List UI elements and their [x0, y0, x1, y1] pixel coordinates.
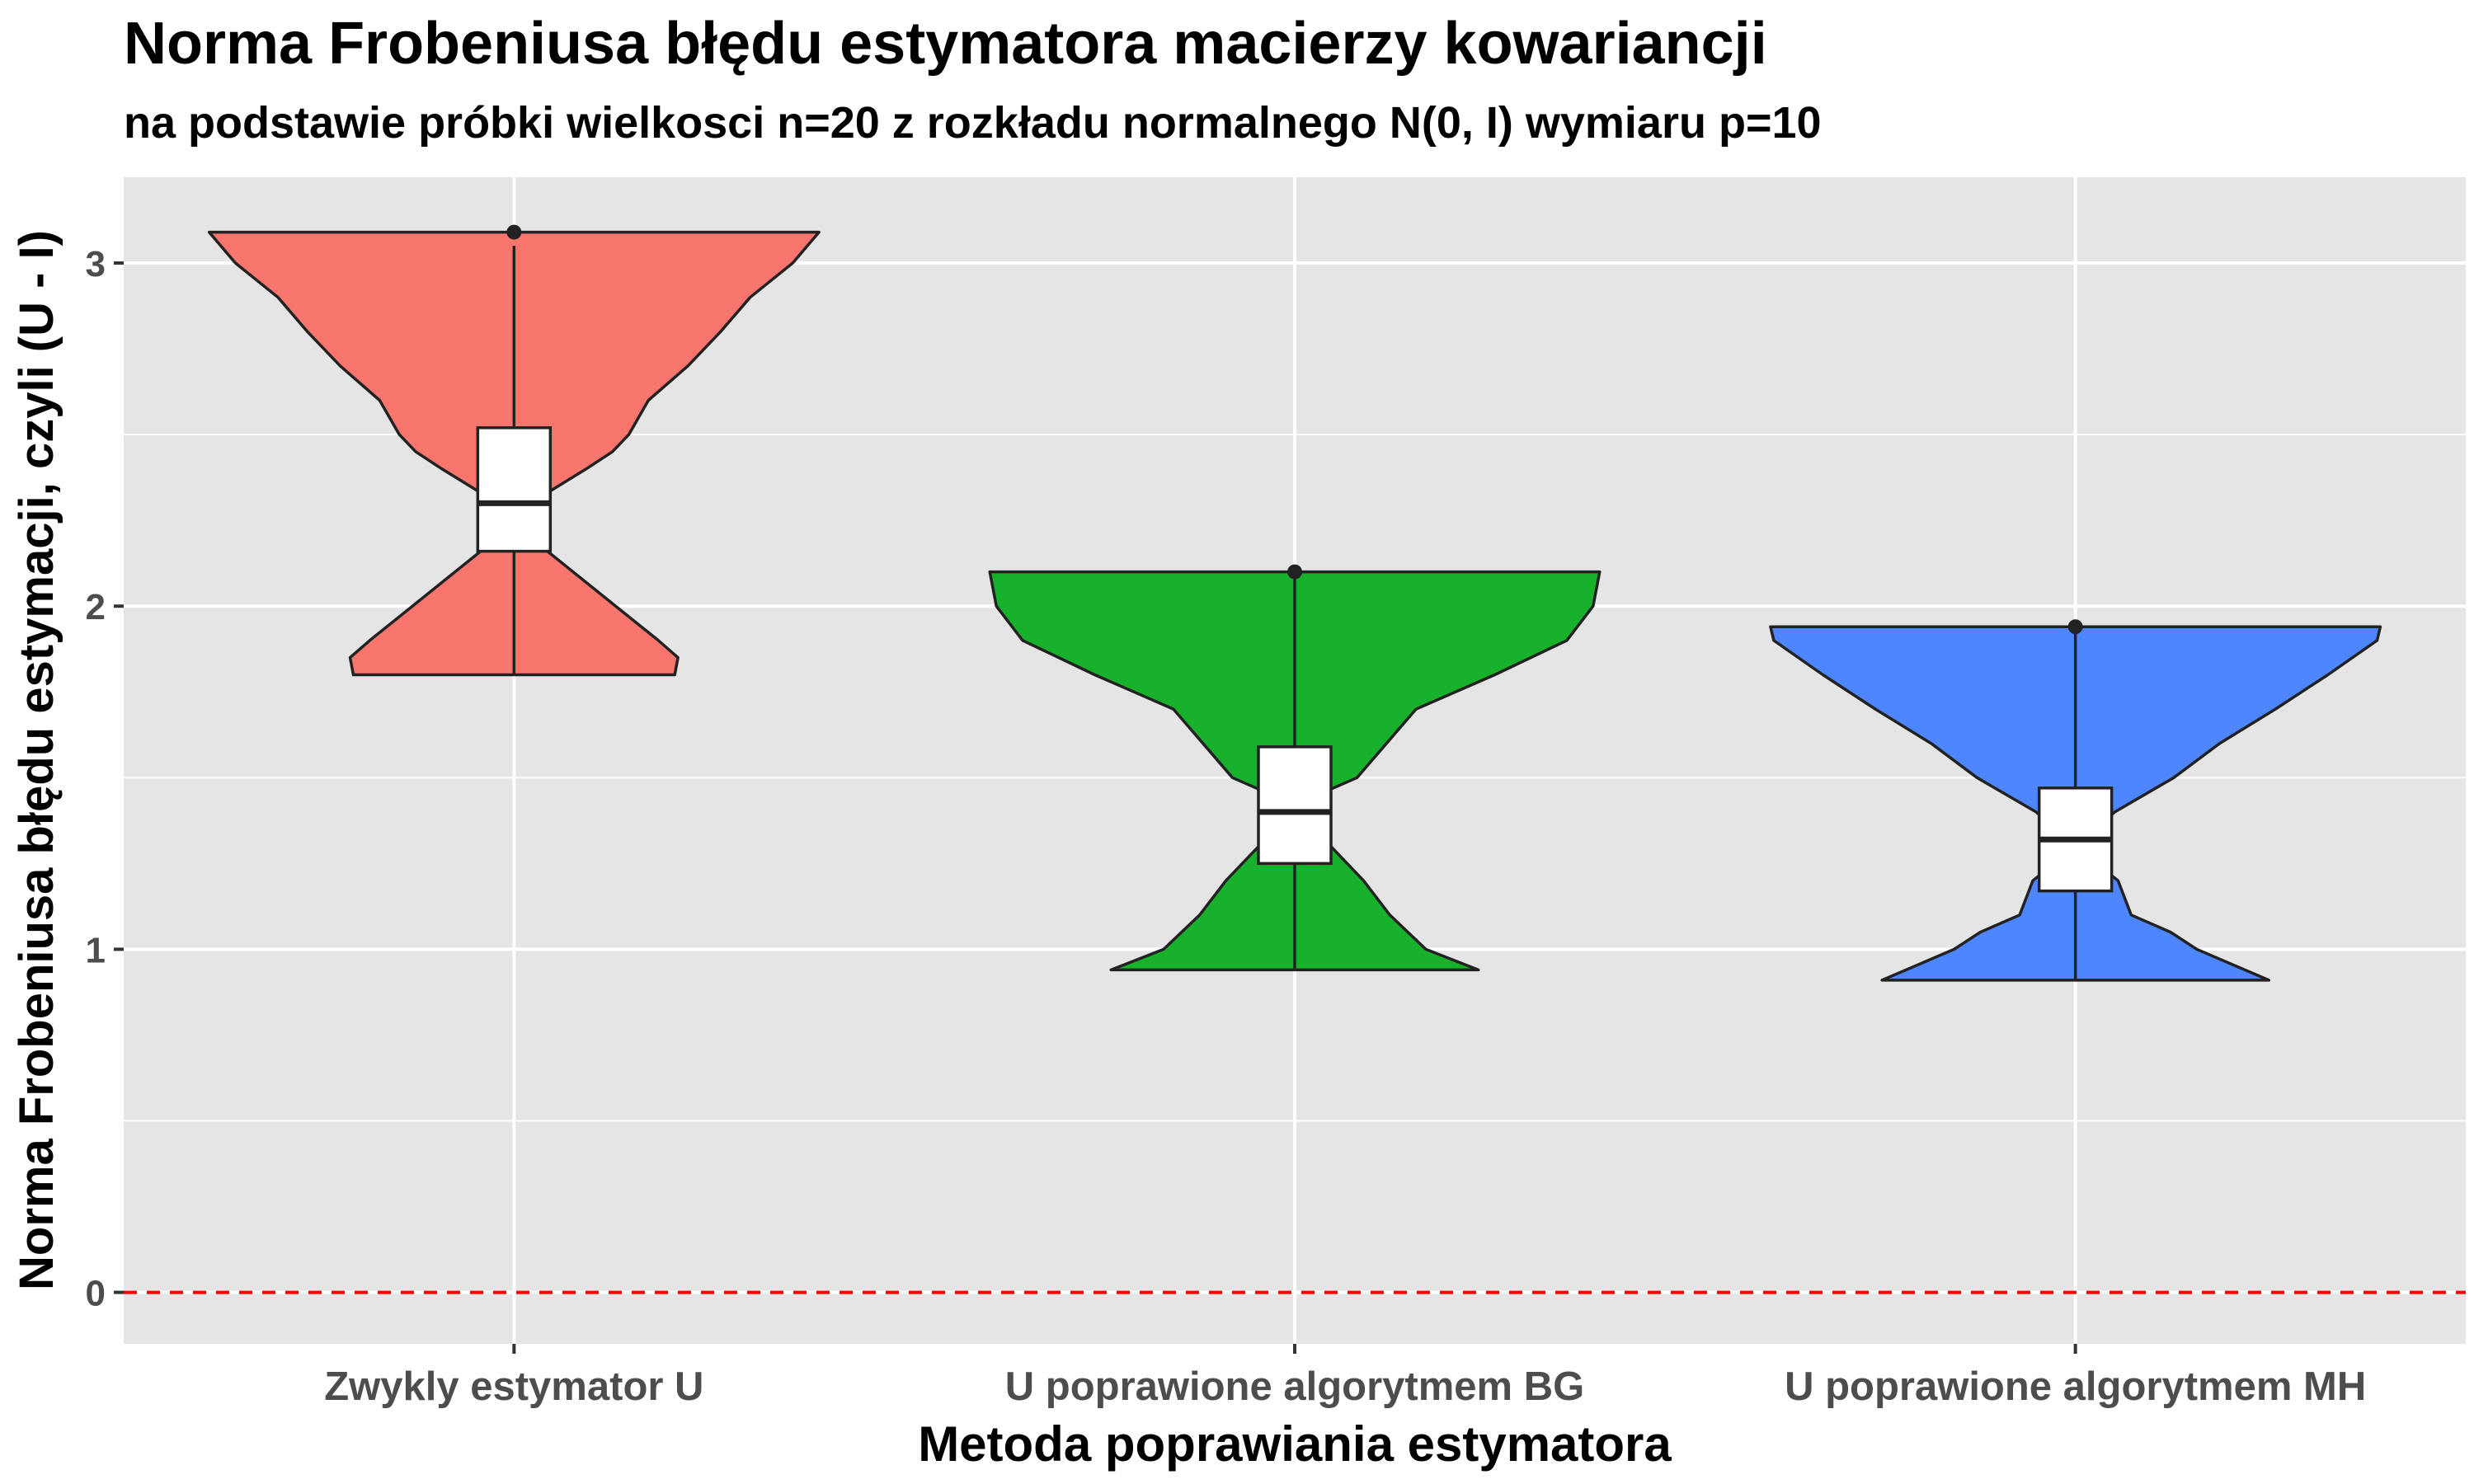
- x-tick-label: U poprawione algorytmem BG: [1005, 1364, 1584, 1409]
- outlier-point: [506, 224, 522, 240]
- y-tick-label: 1: [86, 930, 106, 970]
- y-axis-title: Norma Frobeniusa błędu estymacji, czyli …: [10, 230, 63, 1290]
- chart-title: Norma Frobeniusa błędu estymatora macier…: [124, 11, 1767, 77]
- violin-group: [207, 224, 821, 677]
- violins: [207, 224, 2382, 982]
- x-tick-label: Zwykly estymator U: [324, 1364, 703, 1409]
- x-tick-label: U poprawione algorytmem MH: [1785, 1364, 2366, 1409]
- violin-group: [988, 564, 1602, 972]
- outlier-point: [1287, 564, 1302, 580]
- boxplot-box: [1257, 745, 1333, 866]
- boxplot-box: [476, 426, 553, 553]
- y-tick-label: 2: [86, 587, 106, 627]
- x-axis: Zwykly estymator U U poprawione algorytme…: [324, 1344, 2366, 1409]
- y-tick-label: 3: [86, 244, 106, 284]
- y-axis: 0 1 2 3: [86, 244, 124, 1314]
- chart-subtitle: na podstawie próbki wielkosci n=20 z roz…: [124, 98, 1822, 148]
- x-axis-title: Metoda poprawiania estymatora: [918, 1416, 1672, 1472]
- violin-group: [1769, 619, 2382, 982]
- outlier-point: [2067, 619, 2083, 635]
- y-tick-label: 0: [86, 1274, 106, 1314]
